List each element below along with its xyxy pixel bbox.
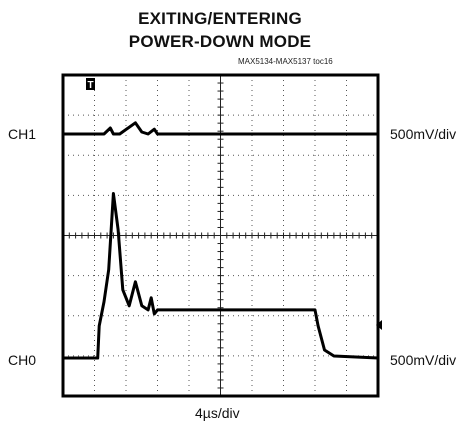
trace-ch1 (61, 121, 380, 136)
trigger-marker-label: T (87, 80, 93, 91)
document-id: MAX5134-MAX5137 toc16 (238, 57, 333, 66)
plot-frame (61, 73, 380, 398)
ch1-scale-label: 500mV/div (390, 126, 457, 142)
trigger-position-marker: T (86, 78, 95, 91)
x-axis-scale-label: 4µs/div (195, 405, 240, 421)
trace-ch0 (61, 192, 380, 360)
chart-title-line-1: EXITING/ENTERING (138, 9, 302, 28)
scope-graticule (62, 74, 379, 397)
ch0-label: CH0 (8, 352, 37, 368)
ch1-label: CH1 (8, 126, 37, 142)
ch0-scale-label: 500mV/div (390, 352, 457, 368)
chart-title-line-2: POWER-DOWN MODE (128, 32, 312, 51)
